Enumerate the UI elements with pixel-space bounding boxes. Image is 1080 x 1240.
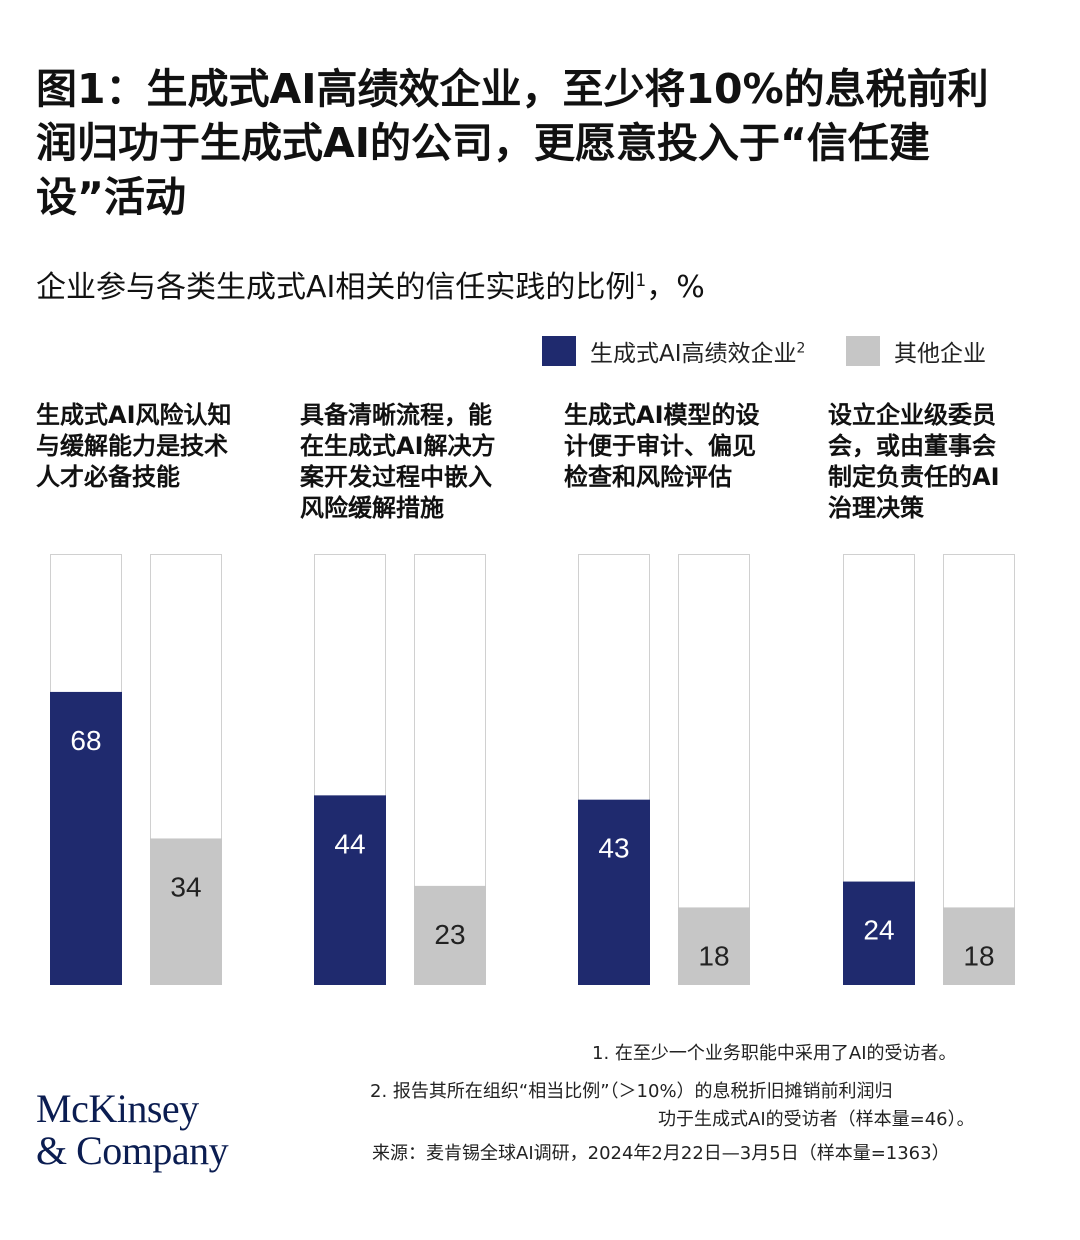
subtitle-footnote-marker: 1: [635, 271, 647, 291]
data-label-high-performers-2: 44: [334, 828, 365, 859]
category-label-2: 具备清晰流程，能 在生成式AI解决方 案开发过程中嵌入 风险缓解措施: [300, 400, 540, 524]
category-label-4: 设立企业级委员 会，或由董事会 制定负责任的AI 治理决策: [828, 400, 1068, 524]
bar-high-performers-1: [50, 691, 122, 985]
category-1-line-2: 与缓解能力是技术: [36, 432, 228, 460]
category-1-line-3: 人才必备技能: [36, 463, 180, 491]
legend-item-high-performers: 生成式AI高绩效企业2: [542, 335, 805, 367]
category-3-line-2: 计便于审计、偏见: [564, 432, 756, 460]
category-label-1: 生成式AI风险认知 与缓解能力是技术 人才必备技能: [36, 400, 276, 493]
bar-high-performers-2: [314, 795, 386, 985]
mckinsey-logo: McKinsey & Company: [36, 1086, 229, 1173]
footnote-2-line-1: 2. 报告其所在组织“相当比例”（＞10%）的息税折旧摊销前利润归: [370, 1081, 893, 1102]
data-label-other-companies-4: 18: [963, 940, 994, 971]
subtitle-text: 企业参与各类生成式AI相关的信任实践的比例: [36, 270, 636, 305]
category-4-line-1: 设立企业级委员: [828, 401, 996, 429]
category-2-line-2: 在生成式AI解决方: [300, 432, 496, 460]
chart-title: 图1：生成式AI高绩效企业，至少将10%的息税前利 润归功于生成式AI的公司，更…: [36, 62, 1046, 224]
data-label-other-companies-2: 23: [434, 919, 465, 950]
legend-swatch-high-performers: [542, 336, 576, 366]
legend-label-other-companies: 其他企业: [894, 341, 986, 367]
category-2-line-1: 具备清晰流程，能: [300, 401, 492, 429]
logo-line-1: McKinsey: [36, 1086, 199, 1131]
legend-item-other-companies: 其他企业: [846, 335, 986, 367]
footnote-2-line-2: 功于生成式AI的受访者（样本量=46）。: [658, 1109, 975, 1130]
category-2-line-3: 案开发过程中嵌入: [300, 463, 492, 491]
category-4-line-3: 制定负责任的AI: [828, 463, 1000, 491]
legend-swatch-other-companies: [846, 336, 880, 366]
data-label-other-companies-3: 18: [698, 940, 729, 971]
category-1-line-1: 生成式AI风险认知: [36, 401, 232, 429]
bar-other-companies-3: [678, 907, 750, 985]
bar-other-companies-1: [150, 838, 222, 985]
footnote-1: 1. 在至少一个业务职能中采用了AI的受访者。: [592, 1043, 957, 1064]
category-4-line-4: 治理决策: [828, 494, 924, 522]
logo-line-2: & Company: [36, 1128, 229, 1173]
data-label-high-performers-3: 43: [598, 833, 629, 864]
category-label-3: 生成式AI模型的设 计便于审计、偏见 检查和风险评估: [564, 400, 804, 493]
bar-other-companies-4: [943, 907, 1015, 985]
title-line-2: 润归功于生成式AI的公司，更愿意投入于“信任建: [36, 119, 930, 167]
data-label-high-performers-4: 24: [863, 915, 894, 946]
bar-other-companies-2: [414, 885, 486, 985]
category-2-line-4: 风险缓解措施: [300, 494, 444, 522]
bar-high-performers-3: [578, 799, 650, 985]
data-label-high-performers-1: 68: [70, 725, 101, 756]
category-3-line-3: 检查和风险评估: [564, 463, 732, 491]
category-4-line-2: 会，或由董事会: [828, 432, 996, 460]
chart-subtitle: 企业参与各类生成式AI相关的信任实践的比例1，%: [36, 268, 705, 308]
legend-label-high-performers: 生成式AI高绩效企业2: [590, 340, 806, 367]
bar-high-performers-4: [843, 881, 915, 985]
data-label-other-companies-1: 34: [170, 871, 201, 902]
subtitle-unit: ，%: [646, 270, 705, 305]
title-line-1: 图1：生成式AI高绩效企业，至少将10%的息税前利: [36, 65, 989, 113]
title-line-3: 设”活动: [36, 173, 186, 221]
category-3-line-1: 生成式AI模型的设: [564, 401, 760, 429]
source-note: 来源：麦肯锡全球AI调研，2024年2月22日—3月5日（样本量=1363）: [372, 1143, 950, 1164]
